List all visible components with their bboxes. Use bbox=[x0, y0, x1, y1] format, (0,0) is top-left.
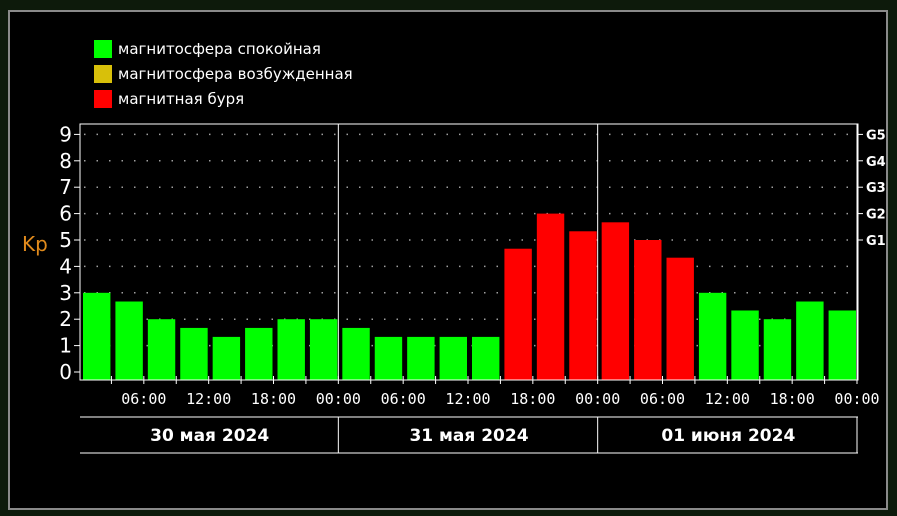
x-tick-label: 00:00 bbox=[834, 390, 879, 408]
y-axis-label: Kp bbox=[22, 232, 48, 256]
y-tick-label: 2 bbox=[59, 307, 72, 331]
kp-bar bbox=[828, 310, 856, 380]
y-tick-label: 3 bbox=[59, 281, 72, 305]
legend: магнитосфера спокойная магнитосфера возб… bbox=[94, 36, 353, 111]
g-scale-label: G3 bbox=[866, 181, 886, 196]
x-tick-label: 12:00 bbox=[705, 390, 750, 408]
kp-bar bbox=[180, 327, 208, 380]
kp-bar bbox=[407, 336, 435, 380]
x-tick-label: 18:00 bbox=[510, 390, 555, 408]
legend-swatch-excited bbox=[94, 64, 112, 83]
date-label: 01 июня 2024 bbox=[661, 426, 795, 446]
kp-bar bbox=[536, 213, 565, 380]
date-label: 31 мая 2024 bbox=[409, 426, 528, 446]
x-tick-label: 06:00 bbox=[381, 390, 426, 408]
legend-label-storm: магнитная буря bbox=[118, 89, 245, 108]
x-tick-label: 00:00 bbox=[316, 390, 361, 408]
x-tick-label: 18:00 bbox=[770, 390, 815, 408]
kp-bar bbox=[634, 240, 662, 380]
kp-bar bbox=[115, 301, 143, 380]
x-tick-label: 06:00 bbox=[121, 390, 166, 408]
kp-bar bbox=[439, 336, 467, 380]
legend-item-quiet: магнитосфера спокойная bbox=[94, 36, 353, 61]
kp-bar bbox=[569, 231, 597, 380]
kp-bar bbox=[277, 319, 305, 380]
legend-item-storm: магнитная буря bbox=[94, 86, 353, 111]
y-tick-label: 4 bbox=[59, 254, 72, 278]
date-label: 30 мая 2024 bbox=[150, 426, 269, 446]
kp-bar bbox=[763, 319, 792, 380]
y-tick-label: 7 bbox=[59, 175, 72, 199]
kp-bar bbox=[212, 336, 241, 380]
y-tick-label: 9 bbox=[59, 122, 72, 146]
x-tick-label: 12:00 bbox=[186, 390, 231, 408]
y-tick-label: 5 bbox=[59, 228, 72, 252]
g-scale-label: G2 bbox=[866, 208, 886, 223]
y-tick-label: 1 bbox=[59, 334, 72, 358]
y-tick-label: 8 bbox=[59, 149, 72, 173]
kp-bar bbox=[147, 319, 176, 380]
kp-bar bbox=[698, 292, 727, 380]
kp-bar bbox=[666, 257, 694, 380]
kp-bar bbox=[374, 336, 403, 380]
kp-bar bbox=[796, 301, 824, 380]
plot-frame bbox=[79, 123, 859, 381]
kp-bar bbox=[83, 292, 111, 380]
x-tick-label: 12:00 bbox=[445, 390, 490, 408]
kp-bar bbox=[472, 336, 500, 380]
legend-item-excited: магнитосфера возбужденная bbox=[94, 61, 353, 86]
x-tick-label: 18:00 bbox=[251, 390, 296, 408]
g-scale-label: G5 bbox=[866, 128, 886, 143]
legend-swatch-quiet bbox=[94, 39, 112, 58]
x-tick-label: 00:00 bbox=[575, 390, 620, 408]
legend-label-quiet: магнитосфера спокойная bbox=[118, 39, 321, 58]
g-scale-label: G1 bbox=[866, 234, 886, 249]
g-scale-label: G4 bbox=[866, 155, 886, 170]
kp-bar bbox=[504, 248, 532, 380]
legend-label-excited: магнитосфера возбужденная bbox=[118, 64, 353, 83]
kp-bar bbox=[342, 327, 370, 380]
kp-index-panel: магнитосфера спокойная магнитосфера возб… bbox=[8, 10, 888, 510]
kp-bar bbox=[245, 327, 273, 380]
legend-swatch-storm bbox=[94, 89, 112, 108]
y-tick-label: 6 bbox=[59, 202, 72, 226]
kp-bar bbox=[731, 310, 759, 380]
kp-bar bbox=[309, 319, 338, 380]
x-tick-label: 06:00 bbox=[640, 390, 685, 408]
kp-bar bbox=[601, 222, 630, 380]
y-tick-label: 0 bbox=[59, 360, 72, 384]
